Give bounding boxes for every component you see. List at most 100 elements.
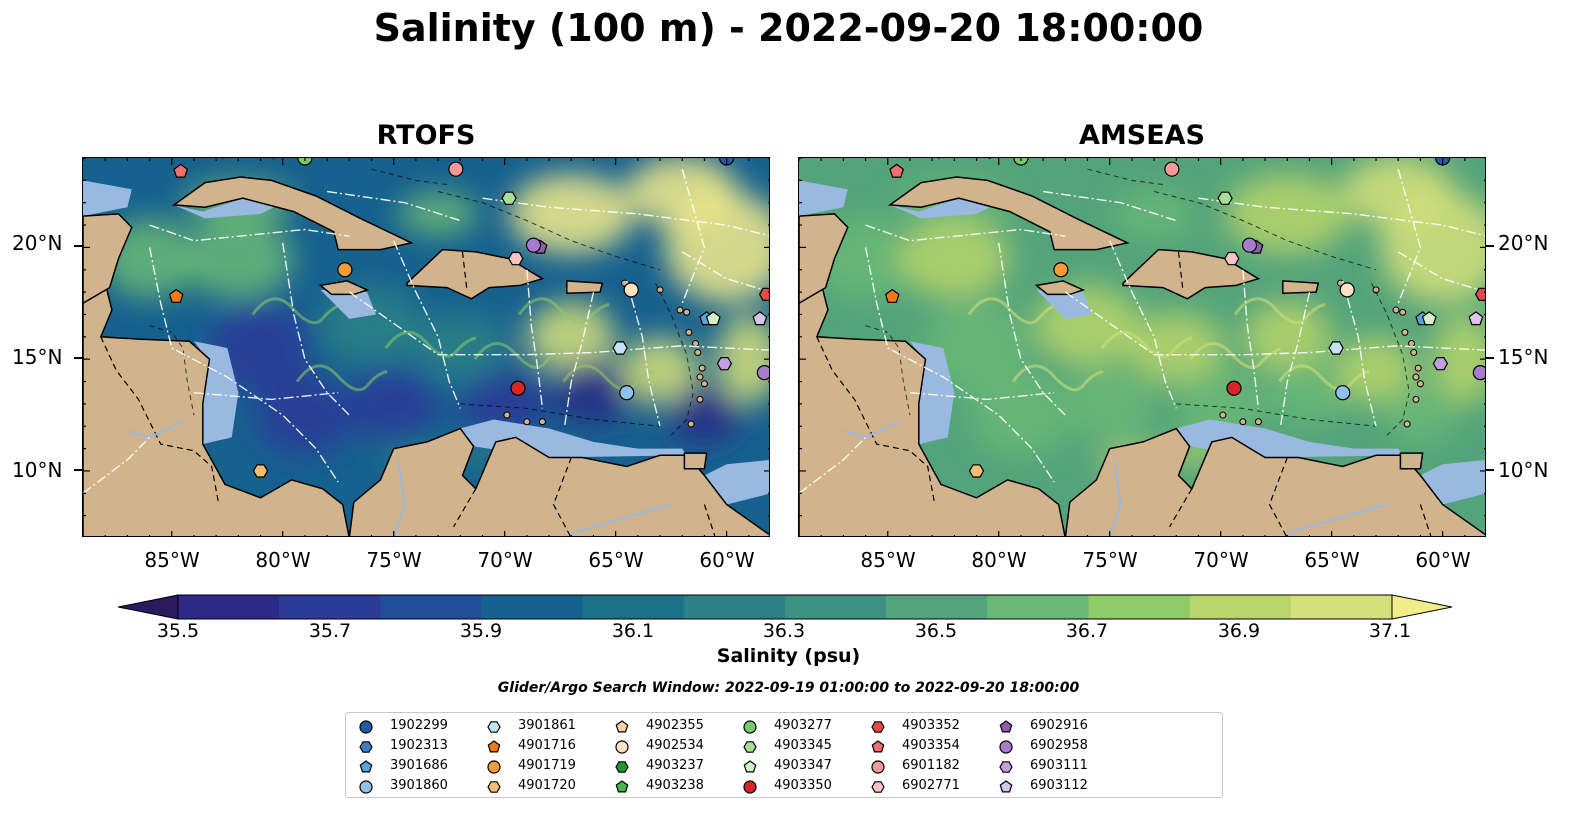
salinity-swirl: [251, 297, 344, 325]
float-marker-4903277: [297, 158, 313, 166]
colorbar-tick-36-1: 36.1: [611, 620, 655, 642]
float-marker-6902958: [525, 237, 542, 253]
salinity-swirl: [1011, 364, 1104, 392]
salinity-swirl: [517, 297, 610, 325]
salinity-swirl: [384, 331, 477, 358]
island: [503, 411, 511, 419]
legend-marker-4903277: [743, 720, 757, 734]
river: [1287, 503, 1388, 535]
legend-marker: [999, 761, 1013, 773]
x-tick-amseas-80w: 80°W: [971, 548, 1027, 572]
salinity-eddy: [1384, 386, 1456, 445]
legend-marker: [487, 740, 501, 753]
y-tick-right-15n: 15°N: [1498, 345, 1549, 369]
legend-marker: [871, 721, 885, 733]
land-central-america: [799, 281, 1066, 536]
shallow-shelf: [174, 198, 283, 219]
national-boundary: [1169, 488, 1193, 528]
island: [1408, 340, 1416, 348]
rtofs-salinity-map: [82, 157, 770, 537]
legend-label: 4903237: [646, 758, 704, 773]
shallow-shelf: [704, 459, 769, 505]
eez-boundary: [864, 247, 1055, 483]
eez-boundary: [865, 224, 1066, 242]
colorbar-tick-36-9: 36.9: [1217, 620, 1261, 642]
colorbar-segment: [886, 595, 988, 619]
salinity-eddy: [509, 173, 634, 255]
eez-boundary: [1198, 197, 1485, 237]
legend-marker-3901860: [359, 780, 373, 794]
eez-boundary: [1043, 190, 1177, 222]
eez-boundary: [626, 280, 661, 427]
colorbar-extend-high: [1391, 594, 1452, 620]
float-legend: 1902299 1902313 3901686 3901860 3901861 49017…: [345, 712, 1223, 798]
colorbar-segment: [380, 595, 482, 619]
island: [700, 380, 708, 388]
legend-marker-3901686: [359, 760, 373, 773]
salinity-eddy: [209, 303, 312, 393]
y-axis-major-tick: [74, 468, 82, 471]
legend-label: 4903345: [774, 738, 832, 753]
shallow-shelf: [1036, 289, 1092, 319]
salinity-eddy: [620, 336, 700, 404]
legend-label: 3901860: [390, 778, 448, 793]
legend-marker-4902534: [615, 740, 629, 754]
legend-label: 6903111: [1030, 758, 1088, 773]
legend-label: 6902771: [902, 778, 960, 793]
eez-boundary: [1279, 291, 1311, 427]
island: [538, 418, 546, 426]
salinity-eddy: [715, 314, 769, 404]
bathymetry-contour: [655, 282, 694, 436]
salinity-eddy: [972, 374, 1070, 456]
float-marker-4901719: [337, 262, 353, 278]
bathymetry-contour: [1153, 191, 1377, 271]
legend-label: 4903352: [902, 718, 960, 733]
land-yucatan: [799, 213, 849, 305]
x-tick-amseas-75w: 75°W: [1082, 548, 1138, 572]
colorbar-segment: [1189, 595, 1292, 619]
legend-marker: [487, 721, 501, 733]
colorbar-segment: [1290, 595, 1393, 619]
national-boundary: [1419, 504, 1432, 536]
legend-marker-6903112: [999, 780, 1013, 793]
national-boundary: [461, 251, 468, 290]
salinity-eddy: [668, 386, 740, 445]
colorbar-segment: [178, 595, 280, 619]
shallow-shelf: [83, 180, 132, 217]
float-marker-6902958: [756, 364, 769, 381]
salinity-eddy: [526, 301, 616, 373]
salinity-swirl: [1100, 331, 1193, 358]
legend-marker-1902313: [359, 741, 373, 753]
float-marker-4902534: [623, 282, 639, 298]
legend-label: 1902313: [390, 738, 448, 753]
legend-marker: [359, 741, 373, 753]
colorbar-tick-37-1: 37.1: [1368, 620, 1412, 642]
bathymetry-contour: [460, 403, 661, 427]
colorbar-segment: [987, 595, 1089, 619]
legend-label: 4903238: [646, 778, 704, 793]
float-marker-4901719: [1053, 262, 1069, 278]
land-south-america: [1064, 427, 1485, 536]
legend-marker-6902771: [871, 781, 885, 793]
legend-marker-4901720: [487, 781, 501, 793]
national-boundary: [1177, 251, 1184, 290]
x-tick-rtofs-65w: 65°W: [588, 548, 644, 572]
y-axis-major-tick: [74, 357, 82, 360]
island: [1254, 418, 1262, 426]
float-marker-6901182: [448, 161, 464, 177]
island: [1239, 418, 1247, 426]
island: [696, 373, 704, 381]
colorbar-segment: [683, 595, 786, 619]
float-marker-6902771: [508, 251, 524, 266]
salinity-eddy: [256, 374, 354, 456]
eez-boundary: [193, 392, 339, 401]
float-marker-3901860: [619, 385, 635, 401]
island: [692, 340, 700, 348]
y-tick-left-20n: 20°N: [12, 231, 63, 255]
bathymetry-contour: [1087, 168, 1166, 186]
island: [676, 306, 684, 314]
figure-title: Salinity (100 m) - 2022-09-20 18:00:00: [373, 6, 1204, 50]
legend-marker: [487, 781, 501, 793]
shallow-shelf: [890, 198, 999, 219]
island: [683, 308, 691, 316]
